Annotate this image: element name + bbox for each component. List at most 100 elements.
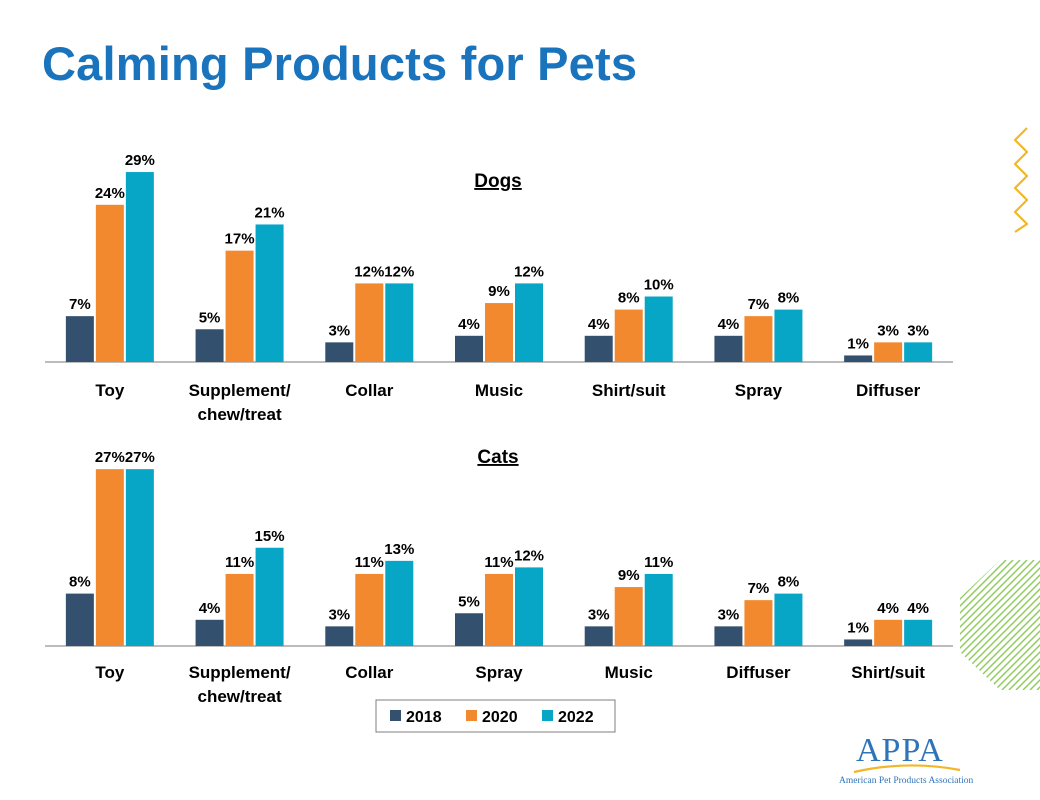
dogs-data-label-2022-1: 21% bbox=[255, 204, 285, 221]
cats-data-label-2020-0: 27% bbox=[95, 449, 125, 466]
cats-category-label-1: Supplement/chew/treat bbox=[189, 663, 291, 706]
cats-bar-2018-1 bbox=[195, 619, 224, 646]
dogs-bar-2018-5 bbox=[714, 335, 743, 362]
cats-bar-2018-3 bbox=[455, 613, 483, 646]
dogs-bar-2020-2 bbox=[355, 283, 384, 362]
cats-bar-2020-6 bbox=[874, 619, 903, 646]
appa-logo: APPA American Pet Products Association bbox=[832, 732, 982, 792]
cats-bar-2020-5 bbox=[744, 600, 773, 646]
zigzag-decoration bbox=[1013, 127, 1029, 233]
dogs-data-label-2018-0: 7% bbox=[69, 296, 91, 313]
dogs-data-label-2022-3: 12% bbox=[514, 263, 544, 280]
dogs-bar-2020-5 bbox=[744, 316, 773, 362]
dogs-bar-2020-1 bbox=[225, 250, 254, 362]
cats-bar-2018-4 bbox=[584, 626, 613, 646]
striped-hexagon-decoration bbox=[960, 560, 1040, 690]
legend-label-2022: 2022 bbox=[558, 709, 594, 726]
dogs-data-label-2022-4: 10% bbox=[644, 277, 674, 294]
dogs-category-label-4: Shirt/suit bbox=[592, 381, 666, 400]
dogs-bar-2018-6 bbox=[844, 355, 873, 362]
dogs-chart-title: Dogs bbox=[474, 171, 522, 192]
dogs-data-label-2020-2: 12% bbox=[354, 263, 384, 280]
cats-bar-2022-3 bbox=[515, 567, 543, 646]
dogs-bar-2022-6 bbox=[904, 342, 933, 362]
dogs-bar-2022-3 bbox=[515, 283, 543, 362]
cats-data-label-2018-2: 3% bbox=[328, 606, 350, 623]
cats-bar-2020-4 bbox=[614, 587, 643, 646]
cats-data-label-2018-4: 3% bbox=[588, 606, 610, 623]
cats-bar-2018-5 bbox=[714, 626, 743, 646]
dogs-bar-2022-4 bbox=[644, 296, 673, 362]
cats-chart-title: Cats bbox=[477, 447, 518, 468]
dogs-bar-2018-2 bbox=[325, 342, 354, 362]
dogs-data-label-2022-0: 29% bbox=[125, 152, 155, 169]
cats-data-label-2022-1: 15% bbox=[255, 528, 285, 545]
dogs-data-label-2018-4: 4% bbox=[588, 316, 610, 333]
legend-label-2020: 2020 bbox=[482, 709, 518, 726]
logo-subtitle: American Pet Products Association bbox=[839, 776, 974, 786]
logo-swoosh bbox=[853, 764, 961, 774]
cats-bar-2020-0 bbox=[95, 469, 124, 646]
cats-bar-2018-0 bbox=[65, 593, 94, 646]
dogs-data-label-2020-4: 8% bbox=[618, 290, 640, 307]
cats-bar-2020-2 bbox=[355, 573, 384, 646]
logo-wordmark: APPA bbox=[856, 732, 944, 769]
cats-bar-2018-2 bbox=[325, 626, 354, 646]
cats-data-label-2022-2: 13% bbox=[384, 541, 414, 558]
dogs-data-label-2022-2: 12% bbox=[384, 263, 414, 280]
dogs-category-label-5: Spray bbox=[735, 381, 783, 400]
cats-data-label-2018-6: 1% bbox=[847, 619, 869, 636]
cats-data-label-2022-4: 11% bbox=[644, 554, 673, 571]
dogs-bar-2020-0 bbox=[95, 204, 124, 362]
dogs-bar-2018-3 bbox=[455, 335, 483, 362]
dogs-category-label-3: Music bbox=[475, 381, 523, 400]
dogs-bar-2022-1 bbox=[255, 224, 284, 362]
dogs-category-label-1: Supplement/chew/treat bbox=[189, 381, 291, 424]
cats-data-label-2022-0: 27% bbox=[125, 449, 155, 466]
cats-data-label-2018-5: 3% bbox=[718, 606, 740, 623]
cats-data-label-2018-0: 8% bbox=[69, 574, 91, 591]
cats-data-label-2020-4: 9% bbox=[618, 567, 640, 584]
cats-bar-2020-3 bbox=[485, 573, 513, 646]
cats-data-label-2022-5: 8% bbox=[778, 574, 800, 591]
dogs-bar-2020-6 bbox=[874, 342, 903, 362]
dogs-data-label-2018-5: 4% bbox=[718, 316, 740, 333]
cats-data-label-2020-6: 4% bbox=[877, 600, 899, 617]
dogs-data-label-2020-6: 3% bbox=[877, 322, 899, 339]
cats-data-label-2020-5: 7% bbox=[748, 580, 770, 597]
cats-bar-2022-2 bbox=[385, 560, 414, 646]
page-title: Calming Products for Pets bbox=[42, 37, 638, 90]
dogs-data-label-2018-2: 3% bbox=[328, 322, 350, 339]
cats-bar-2022-1 bbox=[255, 547, 284, 646]
cats-category-label-5: Diffuser bbox=[726, 663, 791, 682]
dogs-bar-2020-4 bbox=[614, 309, 643, 362]
legend-box bbox=[375, 699, 616, 733]
dogs-bar-2022-2 bbox=[385, 283, 414, 362]
cats-data-label-2018-3: 5% bbox=[458, 593, 480, 610]
dogs-bar-2022-5 bbox=[774, 309, 803, 362]
dogs-data-label-2020-3: 9% bbox=[488, 283, 510, 300]
dogs-bar-2018-4 bbox=[584, 335, 613, 362]
cats-category-label-6: Shirt/suit bbox=[851, 663, 925, 682]
dogs-data-label-2020-5: 7% bbox=[748, 296, 770, 313]
legend-swatch-2022 bbox=[542, 710, 553, 721]
cats-bar-2020-1 bbox=[225, 573, 254, 646]
cats-bar-2022-0 bbox=[125, 469, 154, 646]
cats-data-label-2020-3: 11% bbox=[484, 554, 513, 571]
dogs-bar-2018-1 bbox=[195, 329, 224, 362]
cats-data-label-2018-1: 4% bbox=[199, 600, 221, 617]
cats-bar-2018-6 bbox=[844, 639, 873, 646]
cats-data-label-2020-1: 11% bbox=[225, 554, 254, 571]
cats-bar-2022-5 bbox=[774, 593, 803, 646]
dogs-data-label-2022-5: 8% bbox=[778, 290, 800, 307]
dogs-data-label-2018-3: 4% bbox=[458, 316, 480, 333]
cats-data-label-2022-3: 12% bbox=[514, 547, 544, 564]
dogs-category-label-2: Collar bbox=[345, 381, 394, 400]
legend-label-2018: 2018 bbox=[406, 709, 442, 726]
dogs-bar-2020-3 bbox=[485, 303, 513, 362]
cats-category-label-0: Toy bbox=[95, 663, 125, 682]
cats-bar-2022-6 bbox=[904, 619, 933, 646]
dogs-category-label-6: Diffuser bbox=[856, 381, 921, 400]
dogs-data-label-2022-6: 3% bbox=[907, 322, 929, 339]
